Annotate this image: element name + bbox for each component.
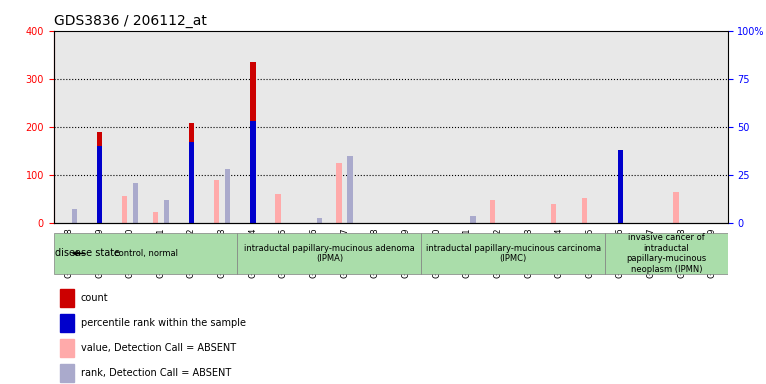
Bar [317, 218, 322, 223]
Bar [72, 209, 77, 223]
Bar [97, 146, 103, 223]
Text: percentile rank within the sample: percentile rank within the sample [80, 318, 246, 328]
Bar [61, 364, 74, 382]
Text: intraductal papillary-mucinous carcinoma
(IPMC): intraductal papillary-mucinous carcinoma… [426, 244, 601, 263]
FancyBboxPatch shape [421, 233, 605, 274]
Bar [617, 152, 624, 223]
Bar [574, 31, 605, 223]
Bar [483, 31, 513, 223]
Bar [164, 200, 169, 223]
Bar [207, 31, 237, 223]
Bar [122, 196, 127, 223]
Bar [421, 31, 452, 223]
Bar [329, 31, 360, 223]
Bar [54, 31, 84, 223]
Bar [250, 121, 256, 223]
Bar [636, 31, 666, 223]
Bar [348, 157, 353, 223]
Bar [84, 31, 115, 223]
Bar [146, 31, 176, 223]
Text: control, normal: control, normal [113, 249, 178, 258]
Bar [617, 150, 624, 223]
Bar [214, 180, 219, 223]
Bar [551, 204, 556, 223]
Bar [470, 215, 476, 223]
FancyBboxPatch shape [237, 233, 421, 274]
Text: rank, Detection Call = ABSENT: rank, Detection Call = ABSENT [80, 368, 231, 378]
Bar [299, 31, 329, 223]
Bar [489, 200, 495, 223]
Bar [336, 163, 342, 223]
Bar [225, 169, 231, 223]
Bar [250, 62, 256, 223]
Bar [673, 192, 679, 223]
Text: invasive cancer of
intraductal
papillary-mucinous
neoplasm (IPMN): invasive cancer of intraductal papillary… [627, 233, 706, 273]
Text: intraductal papillary-mucinous adenoma
(IPMA): intraductal papillary-mucinous adenoma (… [244, 244, 414, 263]
FancyBboxPatch shape [605, 233, 728, 274]
Bar [188, 142, 195, 223]
Bar [237, 31, 268, 223]
Bar [697, 31, 728, 223]
Bar [275, 194, 280, 223]
Bar [452, 31, 483, 223]
Bar [115, 31, 146, 223]
Bar [133, 184, 139, 223]
Text: count: count [80, 293, 108, 303]
Text: value, Detection Call = ABSENT: value, Detection Call = ABSENT [80, 343, 236, 353]
Bar [268, 31, 299, 223]
Bar [97, 132, 103, 223]
FancyBboxPatch shape [54, 233, 237, 274]
Bar [391, 31, 421, 223]
Bar [61, 314, 74, 332]
Bar [188, 123, 195, 223]
Bar [544, 31, 574, 223]
Bar [513, 31, 544, 223]
Text: GDS3836 / 206112_at: GDS3836 / 206112_at [54, 14, 207, 28]
Bar [176, 31, 207, 223]
Bar [152, 212, 158, 223]
Bar [605, 31, 636, 223]
Bar [61, 289, 74, 307]
Bar [360, 31, 391, 223]
Bar [666, 31, 697, 223]
Bar [61, 339, 74, 357]
Bar [581, 198, 587, 223]
Text: disease state: disease state [55, 248, 120, 258]
